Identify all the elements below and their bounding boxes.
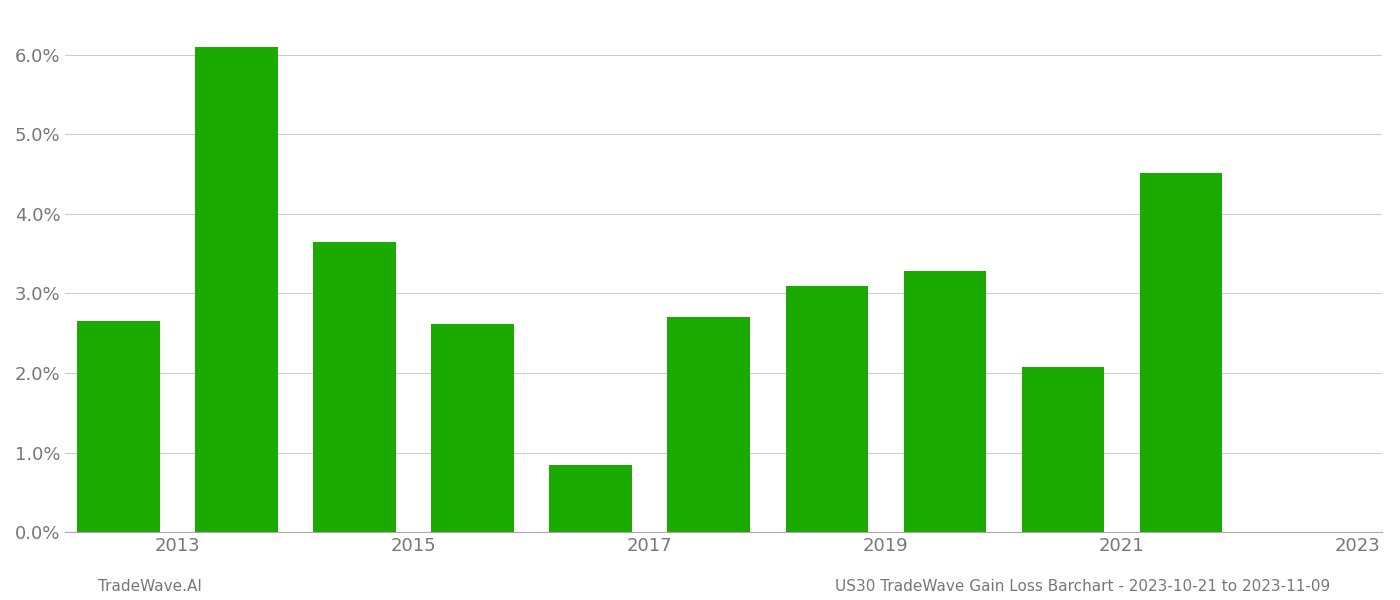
Bar: [668, 317, 750, 532]
Bar: [1140, 173, 1222, 532]
Text: TradeWave.AI: TradeWave.AI: [98, 579, 202, 594]
Text: US30 TradeWave Gain Loss Barchart - 2023-10-21 to 2023-11-09: US30 TradeWave Gain Loss Barchart - 2023…: [834, 579, 1330, 594]
Bar: [431, 323, 514, 532]
Bar: [785, 286, 868, 532]
Bar: [196, 47, 279, 532]
Bar: [549, 464, 631, 532]
Bar: [77, 322, 160, 532]
Bar: [903, 271, 986, 532]
Bar: [314, 242, 396, 532]
Bar: [1022, 367, 1105, 532]
